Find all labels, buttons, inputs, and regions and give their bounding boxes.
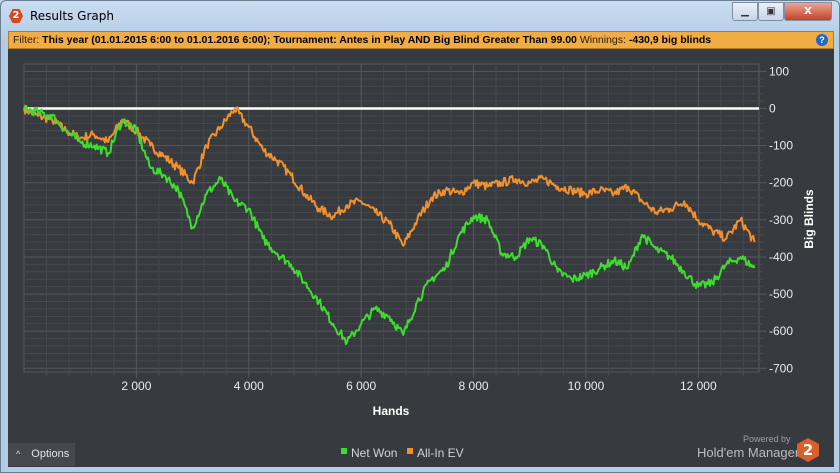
series-lines xyxy=(23,104,756,346)
app-logo-icon: 2 xyxy=(9,9,23,23)
powered-by-text: Powered by xyxy=(743,434,791,444)
y-tick-label: -300 xyxy=(769,213,793,227)
x-tick-label: 8 000 xyxy=(459,379,489,393)
series-line-net-won xyxy=(23,104,756,346)
restore-icon: ▣ xyxy=(766,6,776,17)
y-tick-label: 100 xyxy=(769,64,789,78)
y-tick-label: -400 xyxy=(769,250,793,264)
help-icon[interactable]: ? xyxy=(816,34,828,46)
chevron-up-icon: ^ xyxy=(16,449,21,459)
legend: Net Won All-In EV xyxy=(341,446,464,460)
plot-area xyxy=(23,63,760,373)
minimize-button[interactable]: ▁ xyxy=(732,2,758,21)
x-tick-label: 4 000 xyxy=(234,379,264,393)
y-tick-label: 0 xyxy=(769,102,776,116)
series-line-all-in-ev xyxy=(23,105,756,247)
y-tick-label: -600 xyxy=(769,324,793,338)
hem-logo-icon: 2 xyxy=(797,438,819,462)
legend-swatch-all-in-ev xyxy=(407,448,413,454)
options-button[interactable]: ^ Options xyxy=(8,443,75,466)
restore-button[interactable]: ▣ xyxy=(758,2,784,21)
brand-name: Hold'em Manager xyxy=(697,445,800,460)
options-label: Options xyxy=(31,448,70,460)
y-tick-label: -500 xyxy=(769,287,793,301)
x-axis-label: Hands xyxy=(373,404,410,418)
winnings-label: Winnings: xyxy=(579,34,626,46)
y-tick-label: -100 xyxy=(769,139,793,153)
filter-bar: Filter: This year (01.01.2015 6:00 to 01… xyxy=(8,31,834,49)
x-tick-label: 6 000 xyxy=(346,379,376,393)
legend-net-won[interactable]: Net Won xyxy=(351,446,397,460)
x-tick-label: 2 000 xyxy=(121,379,151,393)
graph-panel xyxy=(8,49,834,467)
legend-all-in-ev[interactable]: All-In EV xyxy=(417,446,464,460)
y-axis-label: Big Blinds xyxy=(802,189,816,249)
y-tick-label: -200 xyxy=(769,176,793,190)
x-tick-label: 10 000 xyxy=(568,379,605,393)
close-icon: X xyxy=(804,6,812,17)
winnings-value: -430,9 big blinds xyxy=(628,34,712,46)
filter-value: This year (01.01.2015 6:00 to 01.01.2016… xyxy=(42,34,577,46)
filter-label: Filter: xyxy=(13,34,40,46)
minimize-icon: ▁ xyxy=(741,6,749,17)
legend-swatch-net-won xyxy=(341,448,347,454)
tick-labels: 100 0 -100 -200 -300 -400 -500 -600 -700 2 000 4 0… xyxy=(121,64,793,393)
close-button[interactable]: X xyxy=(784,2,832,21)
window-title: Results Graph xyxy=(30,9,114,23)
title-bar[interactable]: 2 Results Graph ▁ ▣ X xyxy=(1,1,839,31)
grid xyxy=(23,63,767,378)
y-tick-label: -700 xyxy=(769,361,793,375)
x-tick-label: 12 000 xyxy=(680,379,717,393)
